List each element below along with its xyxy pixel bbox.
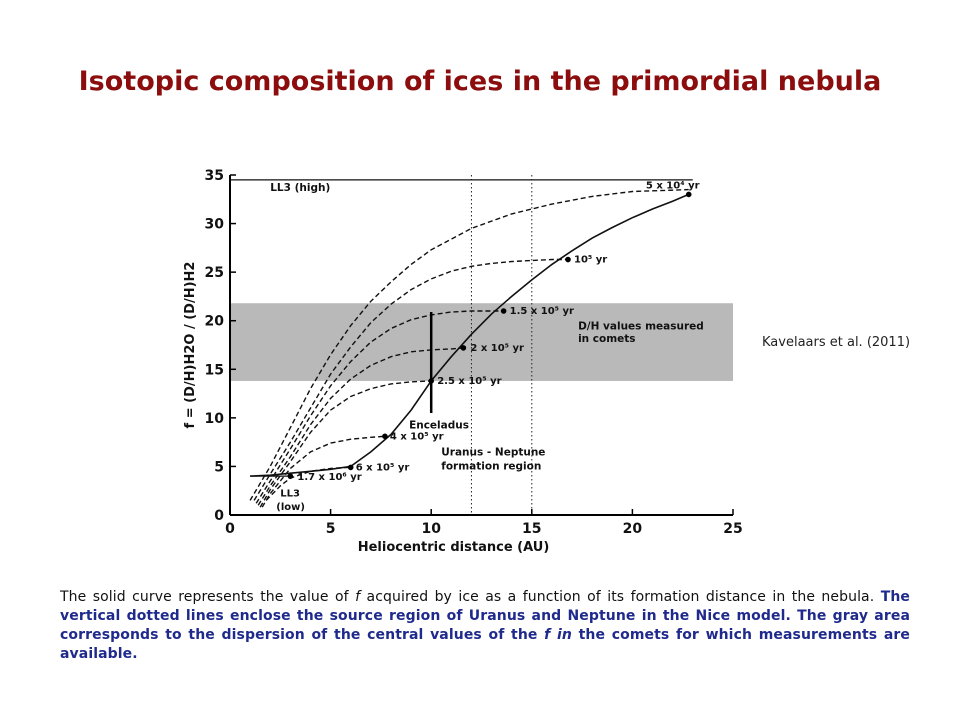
y-tick-label-5: 5 — [214, 459, 224, 475]
comet-dh-band-layer — [230, 303, 733, 381]
dotted-region-lines — [470, 175, 533, 515]
marker-label-4: 2.5 x 10⁵ yr — [437, 376, 501, 387]
y-tick-label-35: 35 — [205, 168, 224, 184]
comet-dh-band — [230, 303, 733, 381]
marker-label-6: 6 x 10⁵ yr — [356, 462, 410, 473]
caption-emphasis-f: f in — [544, 627, 572, 643]
citation-text: Kavelaars et al. (2011) — [762, 335, 911, 350]
marker-dot-3 — [460, 345, 467, 351]
region-label-line1: Uranus - Neptune — [441, 447, 545, 459]
marker-dot-5 — [382, 433, 388, 440]
series-dashed-7 — [265, 466, 351, 501]
marker-dot-1 — [565, 256, 571, 263]
x-tick-label-5: 5 — [326, 521, 336, 537]
band-label-line2: in comets — [578, 333, 636, 345]
marker-label-2: 1.5 x 10⁵ yr — [510, 306, 574, 317]
marker-label-5: 4 x 10⁵ yr — [390, 431, 444, 442]
caption-emphasis-1: The vertical dotted lines enclose the so… — [60, 589, 910, 643]
marker-dot-7 — [287, 473, 294, 479]
series-dashed-1 — [249, 188, 689, 501]
marker-dot-4 — [428, 378, 434, 384]
marker-label-0: 5 x 10⁴ yr — [646, 180, 700, 191]
x-tick-label-0: 0 — [225, 521, 235, 537]
marker-label-1: 10⁵ yr — [574, 255, 607, 266]
caption-part1: The solid curve represents the value of — [60, 589, 356, 605]
marker-dot-2 — [500, 308, 507, 314]
band-label-line1: D/H values measured — [578, 320, 704, 332]
x-tick-label-15: 15 — [522, 521, 541, 537]
ll3-low-label-line2: (low) — [276, 502, 305, 513]
caption-emphasis-2: the comets for which measurements are av… — [60, 627, 910, 662]
ll3-high-label: LL3 (high) — [270, 182, 330, 194]
caption-text: The solid curve represents the value of … — [60, 588, 910, 664]
caption-part2: acquired by ice as a function of its for… — [360, 589, 881, 605]
marker-layer — [287, 191, 692, 479]
marker-dot-0 — [685, 191, 692, 198]
caption-f-symbol: f — [355, 589, 361, 605]
x-tick-label-25: 25 — [723, 521, 742, 537]
region-label-line2: formation region — [441, 460, 541, 472]
series-dashed-2 — [253, 258, 568, 501]
x-tick-label-10: 10 — [421, 521, 441, 537]
y-tick-label-30: 30 — [205, 217, 225, 233]
series-dashed-4 — [257, 347, 464, 506]
series-layer — [230, 179, 693, 508]
series-dashed-5 — [259, 380, 432, 508]
x-tick-label-20: 20 — [623, 521, 643, 537]
y-axis-label: f = (D/H)H2O / (D/H)H2 — [183, 262, 198, 429]
series-dashed-3 — [255, 310, 504, 504]
y-tick-label-20: 20 — [205, 314, 225, 330]
y-tick-label-0: 0 — [214, 508, 224, 524]
deuterium-enrichment-chart: 0 5 10 15 20 25 0 5 10 15 20 25 30 35 Heliocentric dis… — [183, 168, 743, 555]
marker-dot-6 — [347, 464, 354, 471]
axes-layer: 0 5 10 15 20 25 0 5 10 15 20 25 30 35 Heliocentric dis… — [183, 168, 743, 555]
enceladus-label: Enceladus — [409, 420, 469, 432]
y-tick-label-10: 10 — [205, 411, 225, 427]
slide-title: Isotopic composition of ices in the prim… — [78, 66, 882, 97]
ll3-low-label-line1: LL3 — [280, 489, 300, 500]
marker-label-7: 1.7 x 10⁶ yr — [297, 472, 361, 483]
x-axis-label: Heliocentric distance (AU) — [358, 540, 550, 555]
marker-label-3: 2 x 10⁵ yr — [470, 343, 524, 354]
y-tick-label-15: 15 — [205, 362, 224, 378]
y-tick-label-25: 25 — [205, 265, 224, 281]
